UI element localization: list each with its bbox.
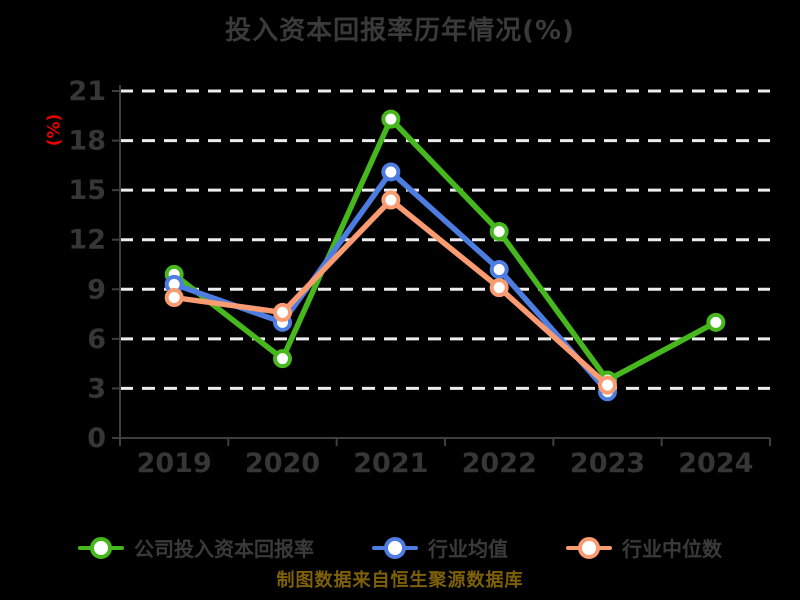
legend-label: 行业中位数: [622, 537, 722, 561]
y-tick-label: 18: [68, 126, 106, 157]
legend-label: 行业均值: [428, 537, 508, 561]
y-tick-label: 3: [87, 373, 106, 404]
chart-legend: 公司投入资本回报率 行业均值 行业中位数: [0, 533, 800, 562]
legend-item-company-roic: 公司投入资本回报率: [78, 533, 314, 562]
y-tick-label: 15: [68, 175, 106, 206]
x-tick-label: 2023: [570, 448, 645, 479]
data-source-note: 制图数据来自恒生聚源数据库: [276, 570, 524, 591]
chart-title: 投入资本回报率历年情况(%): [225, 16, 575, 46]
x-tick-label: 2024: [678, 448, 753, 479]
legend-item-industry-mean: 行业均值: [372, 533, 508, 562]
legend-marker-industry-median: [566, 536, 612, 559]
x-tick-label: 2022: [462, 448, 537, 479]
data-point: [381, 190, 401, 210]
y-tick-label: 21: [68, 76, 106, 107]
data-point: [164, 288, 184, 308]
data-point: [489, 221, 509, 241]
x-tick-label: 2020: [245, 448, 320, 479]
data-point: [489, 278, 509, 298]
x-tick-label: 2019: [137, 448, 212, 479]
data-point: [706, 312, 726, 332]
data-point: [273, 349, 292, 369]
data-point: [273, 302, 292, 322]
data-point: [381, 162, 401, 182]
legend-label: 公司投入资本回报率: [134, 537, 314, 561]
y-tick-label: 0: [87, 423, 106, 454]
x-tick-label: 2021: [353, 448, 428, 479]
series-line: [171, 116, 719, 383]
data-point: [489, 259, 509, 279]
y-tick-label: 9: [87, 274, 106, 305]
legend-circle-icon: [90, 536, 112, 559]
legend-item-industry-median: 行业中位数: [566, 533, 722, 562]
legend-marker-industry-mean: [372, 536, 418, 559]
data-point: [598, 375, 617, 395]
legend-circle-icon: [384, 536, 406, 559]
y-tick-label: 6: [87, 324, 106, 355]
y-tick-label: 12: [68, 225, 106, 256]
data-point: [381, 109, 401, 129]
legend-marker-company-roic: [78, 536, 124, 559]
legend-circle-icon: [578, 536, 600, 559]
